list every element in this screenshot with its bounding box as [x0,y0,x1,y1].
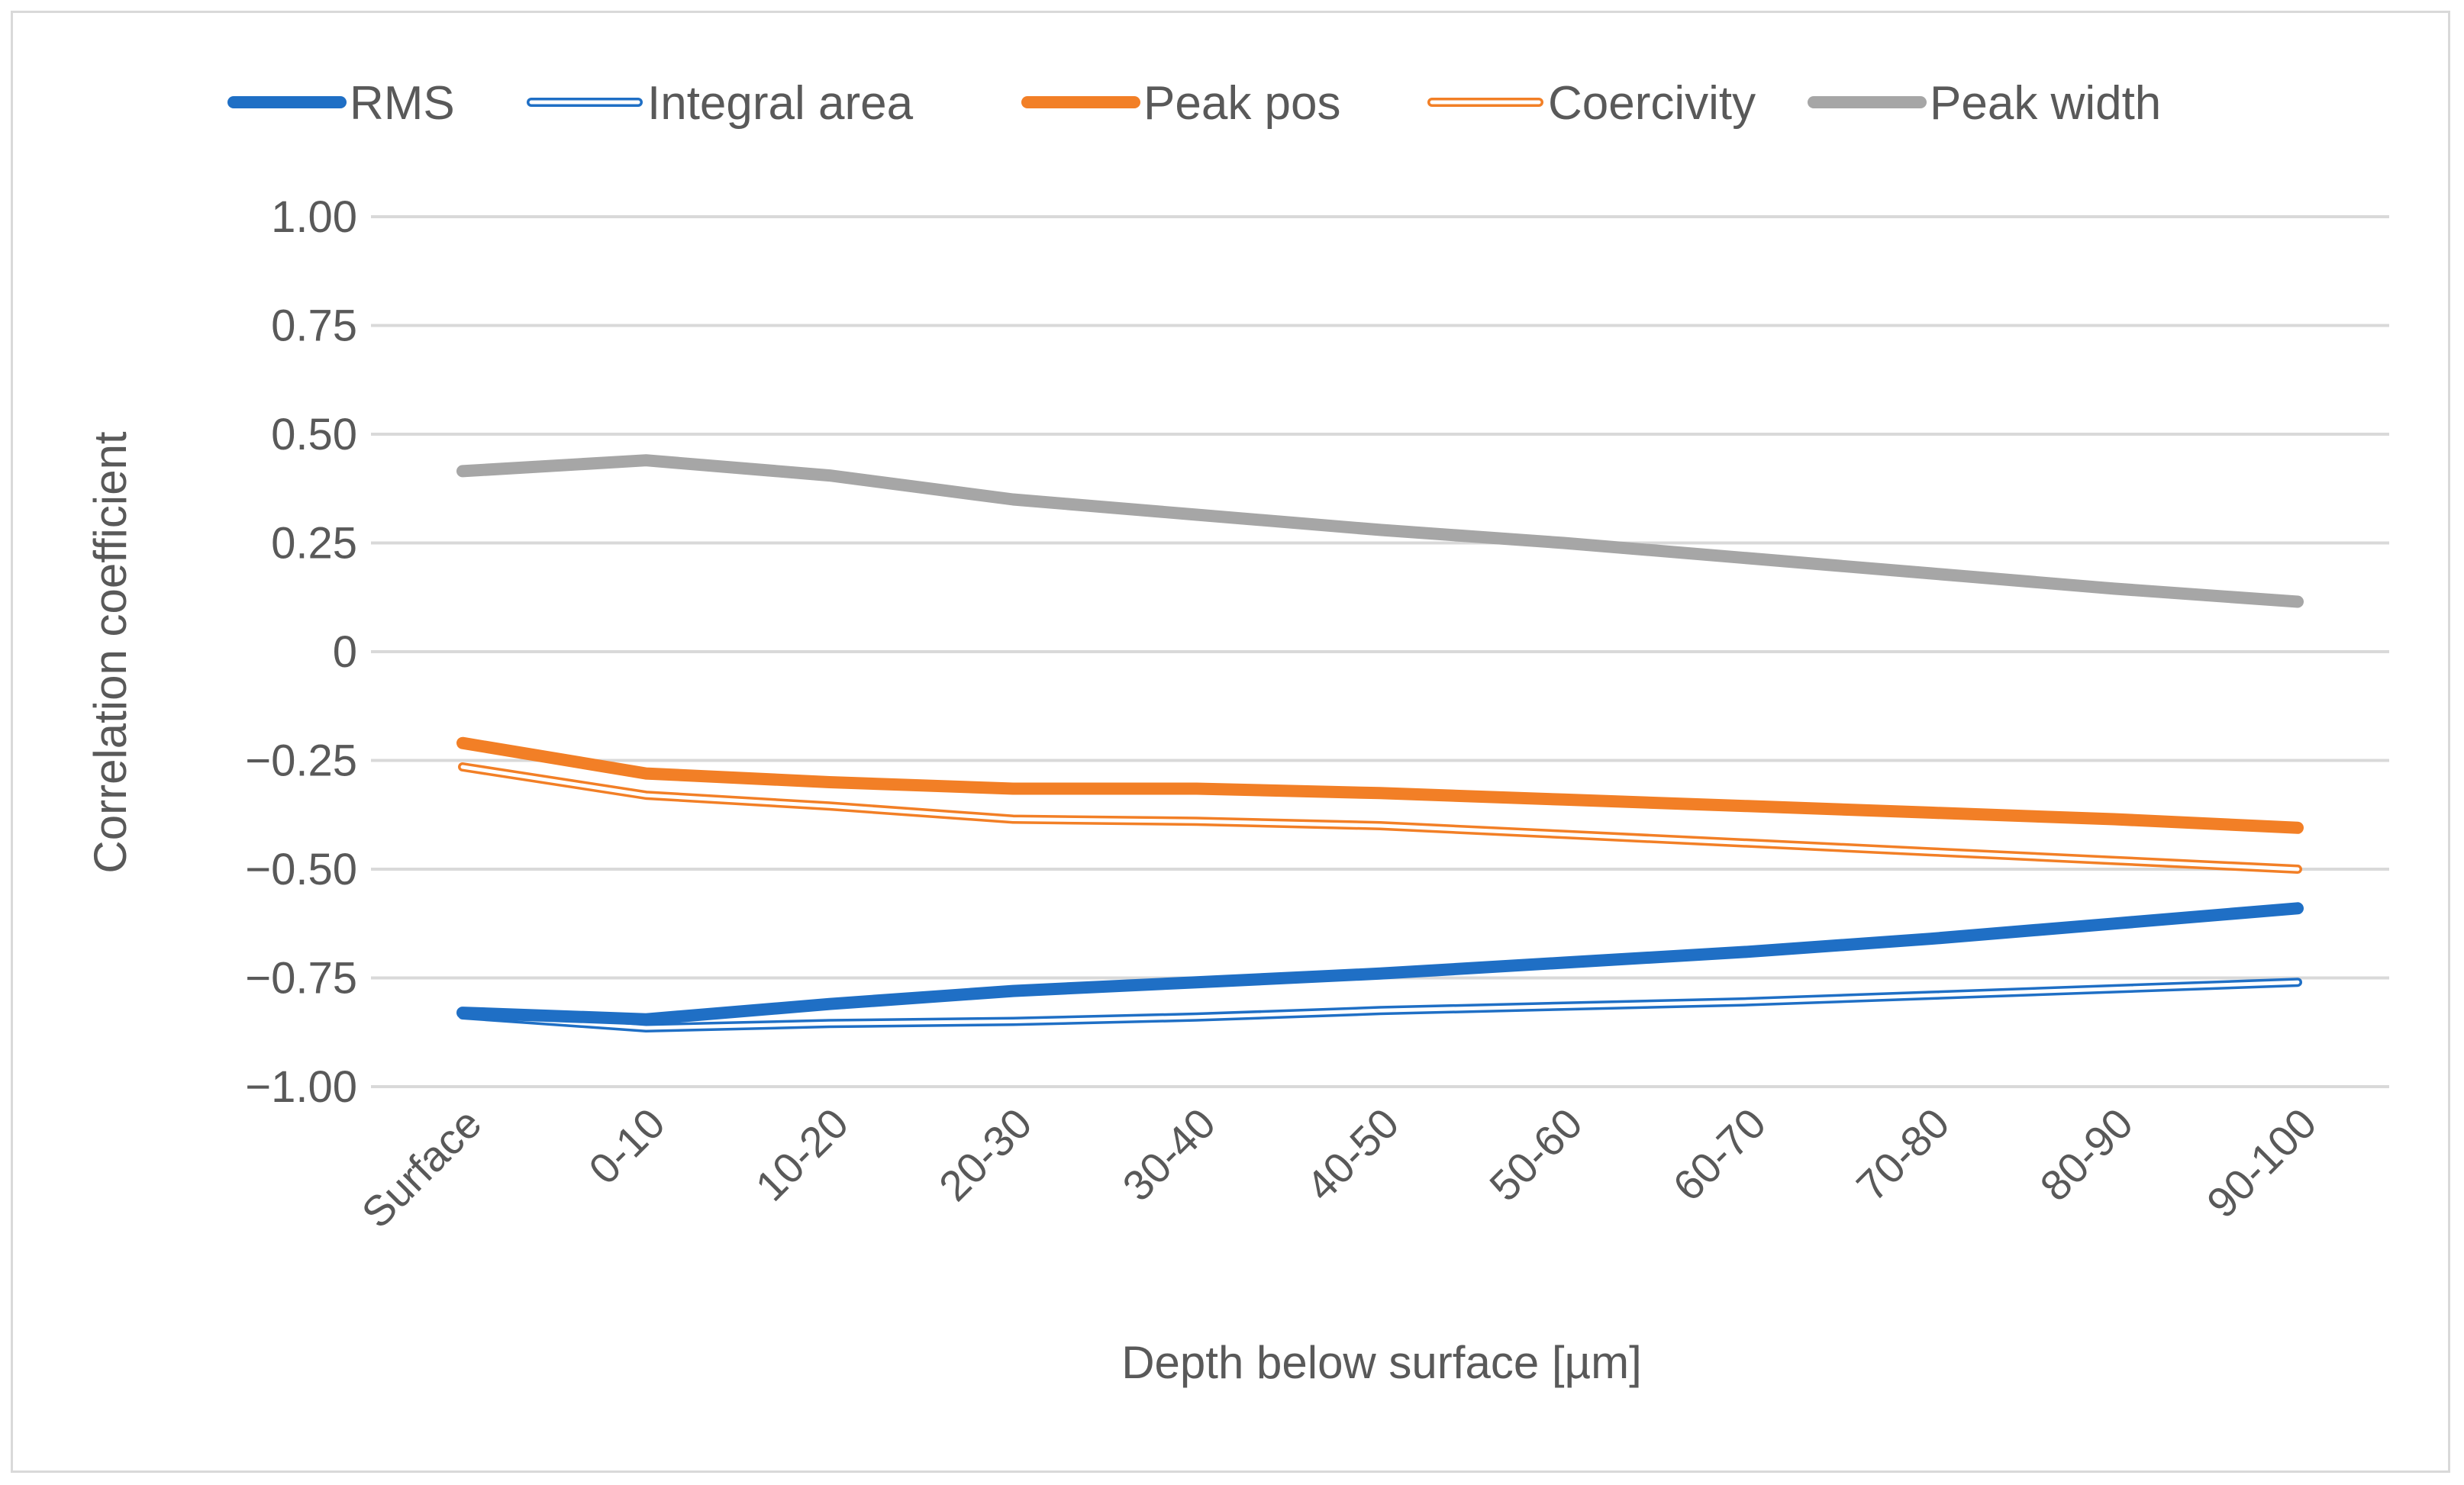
x-tick-label: 70-80 [1847,1099,1959,1210]
gridlines [371,215,2389,1088]
y-axis-ticks: 1.00 0.75 0.50 0.25 0 −0.25 −0.50 −0.75 −1.00 [245,192,357,1112]
x-axis-ticks: Surface 0-10 10-20 20-30 30-40 40-50 50-60 60-7… [352,1099,2325,1237]
legend-label: Integral area [647,77,914,130]
legend-label: Peak width [1930,77,2161,130]
legend-item: Coercivity [1427,77,1756,130]
x-tick-label: 90-100 [2198,1099,2326,1227]
legend-label: RMS [350,77,455,130]
y-tick-label: 0.75 [271,301,357,351]
series-layer [456,454,2304,1032]
x-tick-label: 0-10 [579,1099,674,1193]
legend-label: Coercivity [1548,77,1756,130]
chart-frame [11,11,2450,1473]
legend-item: Peak width [1808,77,2161,130]
x-tick-label: 60-70 [1663,1099,1775,1210]
x-tick-label: Surface [352,1099,490,1237]
y-tick-label: −0.75 [245,954,357,1003]
y-tick-label: −0.50 [245,845,357,894]
series-line [456,454,2304,608]
y-tick-label: 1.00 [271,192,357,242]
y-tick-label: 0.25 [271,519,357,569]
x-tick-label: 80-90 [2030,1099,2142,1210]
legend-item: Integral area [527,77,914,130]
x-tick-label: 40-50 [1297,1099,1408,1210]
x-tick-label: 30-40 [1113,1099,1224,1210]
legend-item: RMS [227,77,455,130]
series-line [456,736,2304,834]
legend-label: Peak pos [1143,77,1341,130]
x-tick-label: 20-30 [930,1099,1041,1210]
y-axis-title: Correlation coefficient [85,431,136,874]
legend-item: Peak pos [1021,77,1341,130]
y-tick-label: −1.00 [245,1062,357,1112]
y-tick-label: 0.50 [271,410,357,459]
legend: RMS Integral area Peak pos Coercivity Peak w… [227,77,2161,130]
series-line [458,762,2302,874]
x-axis-title: Depth below surface [µm] [1121,1337,1642,1388]
y-tick-label: −0.25 [245,736,357,786]
series-line [458,978,2302,1032]
x-tick-label: 50-60 [1480,1099,1592,1210]
y-tick-label: 0 [333,627,357,677]
x-tick-label: 10-20 [746,1099,857,1210]
series-line [456,902,2304,1026]
